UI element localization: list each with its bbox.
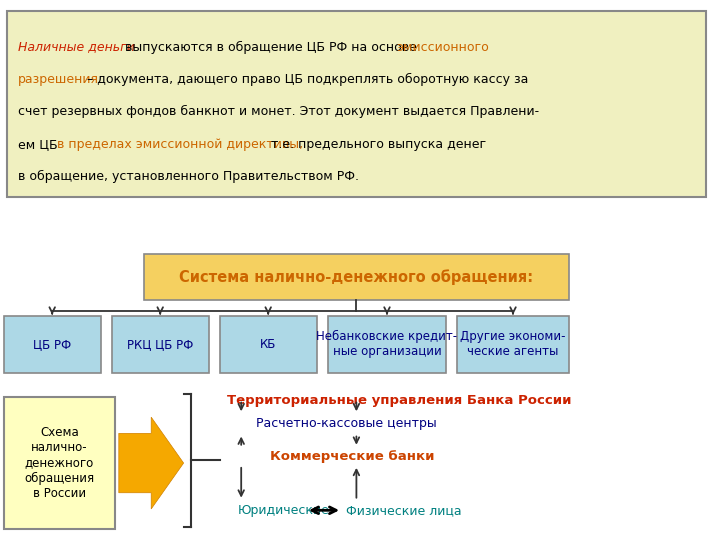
FancyBboxPatch shape: [4, 397, 115, 529]
FancyBboxPatch shape: [7, 11, 706, 197]
Text: счет резервных фондов банкнот и монет. Этот документ выдается Правлени-: счет резервных фондов банкнот и монет. Э…: [18, 105, 539, 118]
Text: выпускаются в обращение ЦБ РФ на основе: выпускаются в обращение ЦБ РФ на основе: [125, 40, 416, 53]
Text: Схема
налично-
денежного
обращения
в России: Схема налично- денежного обращения в Рос…: [24, 427, 94, 500]
Text: КБ: КБ: [260, 338, 276, 351]
Text: ЦБ РФ: ЦБ РФ: [33, 338, 71, 351]
Text: Территориальные управления Банка России: Территориальные управления Банка России: [227, 394, 571, 407]
Text: т.е. предельного выпуска денег: т.е. предельного выпуска денег: [271, 138, 487, 151]
Text: Коммерческие банки: Коммерческие банки: [270, 450, 434, 463]
Text: разрешения: разрешения: [18, 73, 99, 86]
Text: в обращение, установленного Правительством РФ.: в обращение, установленного Правительств…: [18, 170, 359, 183]
Text: ем ЦБ: ем ЦБ: [18, 138, 58, 151]
FancyBboxPatch shape: [144, 254, 569, 300]
Text: эмиссионного: эмиссионного: [397, 40, 490, 53]
Text: РКЦ ЦБ РФ: РКЦ ЦБ РФ: [127, 338, 194, 351]
Text: Физические лица: Физические лица: [346, 504, 462, 517]
Text: Небанковские кредит-
ные организации: Небанковские кредит- ные организации: [316, 330, 458, 359]
FancyBboxPatch shape: [112, 316, 209, 373]
FancyBboxPatch shape: [220, 316, 317, 373]
Polygon shape: [119, 417, 184, 509]
Text: Расчетно-кассовые центры: Расчетно-кассовые центры: [256, 417, 436, 430]
Text: Другие экономи-
ческие агенты: Другие экономи- ческие агенты: [460, 330, 566, 358]
FancyBboxPatch shape: [328, 316, 446, 373]
Text: Юридические: Юридические: [238, 504, 330, 517]
Text: – документа, дающего право ЦБ подкреплять оборотную кассу за: – документа, дающего право ЦБ подкреплят…: [87, 73, 528, 86]
Text: Система налично-денежного обращения:: Система налично-денежного обращения:: [179, 269, 534, 285]
FancyBboxPatch shape: [4, 316, 101, 373]
Text: в пределах эмиссионной директивы,: в пределах эмиссионной директивы,: [57, 138, 303, 151]
Text: Наличные деньги: Наличные деньги: [18, 40, 135, 53]
FancyBboxPatch shape: [457, 316, 569, 373]
